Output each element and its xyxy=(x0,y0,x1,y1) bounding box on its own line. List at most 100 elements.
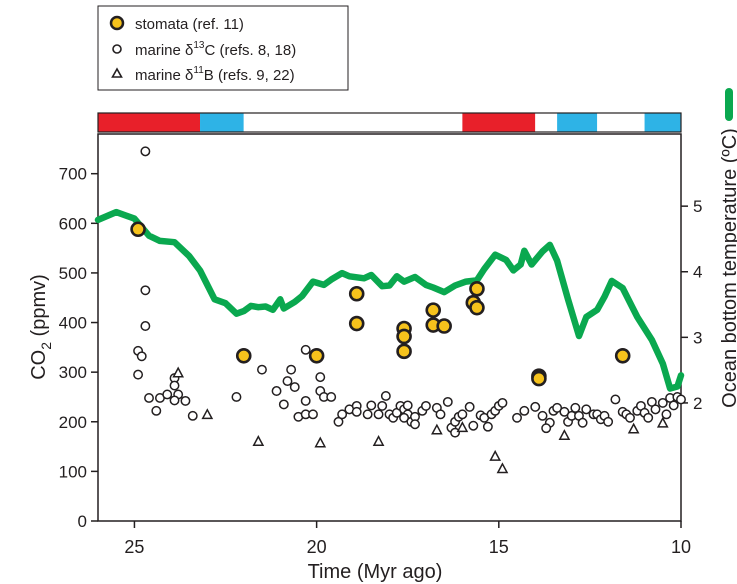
y-left-tick-label: 600 xyxy=(59,214,87,233)
d13c-point xyxy=(650,404,661,415)
y-left-tick-label: 300 xyxy=(59,363,87,382)
d13c-point xyxy=(512,412,522,423)
d13c-point xyxy=(169,395,180,406)
stomata-point xyxy=(425,302,442,318)
legend-entry-d13c: marine δ13C (refs. 8, 18) xyxy=(112,40,296,59)
d13c-point xyxy=(377,400,388,411)
legend-d11b-pre: marine δ xyxy=(135,67,193,84)
y-right-tick-label: 3 xyxy=(693,328,702,347)
stomata-point xyxy=(396,328,412,345)
y-left-title-sub: 2 xyxy=(38,342,54,350)
d13c-point xyxy=(552,402,563,413)
legend-d13c-pre: marine δ xyxy=(135,42,193,59)
d11b-series xyxy=(172,366,669,474)
d13c-point xyxy=(657,397,668,408)
d11b-point xyxy=(431,423,443,435)
d13c-point xyxy=(435,409,446,420)
d13c-point xyxy=(457,409,468,420)
legend-marker-open-circle xyxy=(112,44,122,54)
temperature-series xyxy=(94,208,685,392)
stomata-point xyxy=(469,280,485,297)
legend-label-stomata: stomata (ref. 11) xyxy=(135,16,244,33)
d13c-point xyxy=(351,406,362,417)
legend-d13c-sup: 13 xyxy=(193,40,205,51)
d13c-point xyxy=(661,409,672,420)
d13c-point xyxy=(570,402,581,413)
climate-segment-red xyxy=(462,113,536,132)
d13c-point xyxy=(140,321,151,331)
d13c-point xyxy=(450,427,461,438)
stomata-point xyxy=(436,318,452,334)
d13c-point xyxy=(289,382,300,392)
y-left-tick-label: 500 xyxy=(59,264,87,283)
d13c-point xyxy=(610,394,621,405)
legend-entry-stomata: stomata (ref. 11) xyxy=(109,15,244,33)
d13c-point xyxy=(300,395,311,406)
y-left-tick-label: 700 xyxy=(59,165,87,184)
d13c-point xyxy=(420,400,431,411)
legend-d11b-post: B (refs. 9, 22) xyxy=(204,67,295,84)
y-left-title-main: CO xyxy=(28,350,50,380)
d13c-point xyxy=(271,386,282,396)
d11b-point xyxy=(558,429,571,441)
legend-label-d13c: marine δ13C (refs. 8, 18) xyxy=(135,40,296,59)
d13c-point xyxy=(519,405,530,416)
y-right-tick-label: 5 xyxy=(693,197,702,216)
d13c-point xyxy=(300,344,311,355)
temperature-line xyxy=(94,208,685,392)
stomata-point xyxy=(348,315,365,332)
d13c-point xyxy=(530,401,541,412)
climate-segment-blue xyxy=(200,113,244,132)
x-tick-label: 15 xyxy=(489,537,509,557)
d13c-point xyxy=(136,351,147,362)
d13c-point xyxy=(668,400,679,411)
legend-marker-triangle xyxy=(111,67,123,78)
climate-segment-red xyxy=(98,113,201,132)
d11b-point xyxy=(201,408,214,420)
stomata-point xyxy=(469,299,485,316)
y-left-tick-label: 0 xyxy=(78,512,87,531)
stomata-point xyxy=(235,347,252,364)
d13c-point xyxy=(286,364,297,375)
y-axis-left-title: CO2 (ppmv) xyxy=(28,274,54,380)
y-axis-right-title: Ocean bottom temperature (ºC) xyxy=(719,128,737,408)
d11b-point xyxy=(489,449,502,461)
d13c-point xyxy=(373,409,384,420)
d13c-point xyxy=(315,372,326,383)
y-left-title-rest: (ppmv) xyxy=(28,274,50,342)
d13c-point xyxy=(380,391,391,401)
legend-d13c-post: C (refs. 8, 18) xyxy=(205,42,297,59)
d13c-point xyxy=(362,409,373,420)
climate-segment-blue xyxy=(557,113,598,132)
stomata-point xyxy=(130,221,146,238)
stomata-point xyxy=(348,285,365,302)
x-axis: 25 20 15 10 xyxy=(124,521,691,557)
d11b-point xyxy=(496,462,509,474)
d13c-point xyxy=(537,410,548,421)
d13c-point xyxy=(676,394,686,405)
d13c-point xyxy=(187,410,198,421)
d13c-point xyxy=(497,397,508,408)
legend-d11b-sup: 11 xyxy=(193,65,204,76)
legend-entry-d11b: marine δ11B (refs. 9, 22) xyxy=(111,65,295,84)
legend-frame xyxy=(97,5,349,91)
x-axis-title: Time (Myr ago) xyxy=(308,561,443,583)
d13c-point xyxy=(402,400,413,411)
legend-marker-filled-circle xyxy=(109,15,125,31)
d13c-point xyxy=(442,396,453,407)
d13c-series xyxy=(133,146,686,438)
d13c-point xyxy=(410,419,420,430)
climate-segment-white xyxy=(243,113,463,132)
y-left-tick-label: 400 xyxy=(59,314,87,333)
climate-bar-frame xyxy=(97,112,682,133)
y-axis-left: 0 100 200 300 400 500 600 700 xyxy=(59,165,98,531)
climate-segment-white xyxy=(597,113,645,132)
d11b-point xyxy=(172,366,185,378)
d11b-point xyxy=(627,422,640,434)
y-left-tick-label: 200 xyxy=(59,413,87,432)
x-tick-label: 25 xyxy=(124,537,144,557)
d13c-point xyxy=(581,404,592,415)
d11b-point xyxy=(252,435,265,446)
legend: stomata (ref. 11) marine δ13C (refs. 8, … xyxy=(97,5,349,91)
